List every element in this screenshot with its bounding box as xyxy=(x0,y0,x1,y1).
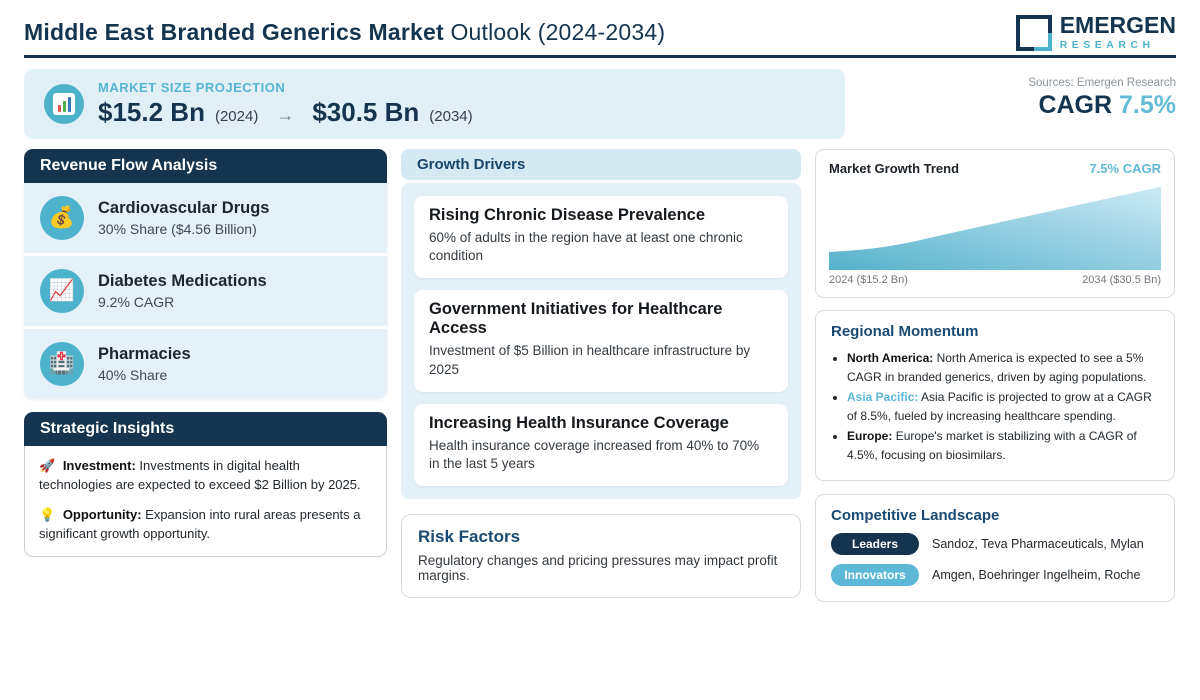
risk-factors-card: Risk Factors Regulatory changes and pric… xyxy=(401,514,801,599)
growth-driver-text: Health insurance coverage increased from… xyxy=(429,437,760,472)
innovators-companies: Amgen, Boehringer Ingelheim, Roche xyxy=(932,567,1141,582)
market-size-row: MARKET SIZE PROJECTION $15.2 Bn (2024) →… xyxy=(24,69,1176,139)
year-2034: (2034) xyxy=(429,108,473,125)
revenue-row-subtitle: 30% Share ($4.56 Billion) xyxy=(98,221,257,237)
risk-factors-title: Risk Factors xyxy=(418,527,521,547)
revenue-row-title: Diabetes Medications xyxy=(98,272,267,290)
insight-label: Investment: xyxy=(62,458,136,473)
market-size-2034: $30.5 Bn xyxy=(312,97,420,127)
cagr-value: 7.5% xyxy=(1119,91,1176,119)
insight-label: Opportunity: xyxy=(62,506,142,522)
cagr-block: Sources: Emergen Research CAGR 7.5% xyxy=(845,69,1176,139)
logo-subtitle: RESEARCH xyxy=(1059,39,1155,51)
region-text: North America is expected to see a 5% CA… xyxy=(847,351,1147,384)
market-growth-trend-card: Market Growth Trend 7.5% CAGR xyxy=(815,149,1175,298)
trend-end-label: 2034 ($30.5 Bn) xyxy=(1082,274,1161,286)
chart-increasing-icon: 📈 xyxy=(40,269,84,313)
revenue-row-diabetes: 📈 Diabetes Medications 9.2% CAGR xyxy=(24,253,387,326)
left-column: Revenue Flow Analysis 💰 Cardiovascular D… xyxy=(24,149,387,602)
market-size-values: $15.2 Bn (2024) → $30.5 Bn (2034) xyxy=(98,97,473,128)
bar-chart-icon xyxy=(44,84,84,124)
growth-drivers-header: Growth Drivers xyxy=(401,149,801,180)
growth-driver-card: Government Initiatives for Healthcare Ac… xyxy=(414,290,788,392)
growth-driver-text: 60% of adults in the region have at leas… xyxy=(429,230,743,264)
page-title-bold: Middle East Branded Generics Market xyxy=(24,19,444,45)
hospital-building-icon: 🏥 xyxy=(40,342,84,386)
growth-driver-title: Rising Chronic Disease Prevalence xyxy=(429,206,706,224)
revenue-row-title: Cardiovascular Drugs xyxy=(98,199,270,217)
region-label: North America: xyxy=(847,351,934,365)
leaders-badge: Leaders xyxy=(831,532,919,555)
revenue-flow-card: Revenue Flow Analysis 💰 Cardiovascular D… xyxy=(24,149,387,399)
market-size-2024: $15.2 Bn xyxy=(98,97,205,127)
region-text: Asia Pacific is projected to grow at a C… xyxy=(847,390,1152,423)
region-asia-pacific: Asia Pacific: Asia Pacific is projected … xyxy=(847,388,1159,425)
area-chart xyxy=(829,184,1161,270)
trend-title: Market Growth Trend xyxy=(829,161,960,176)
revenue-flow-header: Revenue Flow Analysis xyxy=(24,149,387,183)
sources-note: Sources: Emergen Research xyxy=(1028,77,1176,89)
competitive-landscape-title: Competitive Landscape xyxy=(831,506,1000,524)
insight-opportunity: 💡 Opportunity: Expansion into rural area… xyxy=(39,506,372,544)
cagr-label: CAGR xyxy=(1038,91,1113,119)
insight-text: Investments in digital health technologi… xyxy=(39,458,361,492)
rocket-icon: 🚀 xyxy=(39,458,56,473)
main-grid: Revenue Flow Analysis 💰 Cardiovascular D… xyxy=(24,149,1176,602)
growth-driver-text: Investment of $5 Billion in healthcare i… xyxy=(429,343,751,377)
innovators-badge: Innovators xyxy=(831,563,919,586)
regional-momentum-card: Regional Momentum North America: North A… xyxy=(815,310,1175,481)
middle-column: Growth Drivers Rising Chronic Disease Pr… xyxy=(401,149,801,602)
market-size-label: MARKET SIZE PROJECTION xyxy=(98,80,286,95)
page-title-rest: Outlook (2024-2034) xyxy=(450,19,666,45)
revenue-row-pharmacies: 🏥 Pharmacies 40% Share xyxy=(24,326,387,399)
strategic-insights-card: Strategic Insights 🚀 Investment: Investm… xyxy=(24,412,387,558)
competitive-landscape-card: Competitive Landscape Leaders Sandoz, Te… xyxy=(815,493,1175,602)
header: Middle East Branded Generics Market Outl… xyxy=(24,0,1176,58)
growth-area-chart xyxy=(829,186,1161,270)
growth-driver-card: Increasing Health Insurance Coverage Hea… xyxy=(414,403,788,487)
growth-driver-card: Rising Chronic Disease Prevalence 60% of… xyxy=(414,196,788,279)
region-europe: Europe: Europe's market is stabilizing w… xyxy=(847,427,1159,464)
revenue-row-title: Pharmacies xyxy=(98,345,191,363)
year-2024: (2024) xyxy=(214,108,259,125)
revenue-row-subtitle: 40% Share xyxy=(98,367,168,383)
revenue-row-cardiovascular: 💰 Cardiovascular Drugs 30% Share ($4.56 … xyxy=(24,183,387,253)
leaders-companies: Sandoz, Teva Pharmaceuticals, Mylan xyxy=(932,536,1144,551)
risk-factors-text: Regulatory changes and pricing pressures… xyxy=(418,553,778,584)
light-bulb-icon: 💡 xyxy=(39,506,56,522)
money-bag-icon: 💰 xyxy=(40,196,84,240)
region-north-america: North America: North America is expected… xyxy=(847,349,1159,386)
region-label: Europe: xyxy=(847,429,893,444)
innovators-row: Innovators Amgen, Boehringer Ingelheim, … xyxy=(831,563,1159,586)
right-column: Market Growth Trend 7.5% CAGR xyxy=(815,149,1175,602)
region-label: Asia Pacific: xyxy=(847,390,919,405)
growth-drivers-list: Rising Chronic Disease Prevalence 60% of… xyxy=(401,183,801,500)
growth-driver-title: Increasing Health Insurance Coverage xyxy=(429,413,729,432)
leaders-row: Leaders Sandoz, Teva Pharmaceuticals, My… xyxy=(831,532,1159,555)
growth-driver-title: Government Initiatives for Healthcare Ac… xyxy=(429,300,723,338)
strategic-insights-header: Strategic Insights xyxy=(24,412,387,446)
arrow-right-icon: → xyxy=(276,105,295,125)
page-title: Middle East Branded Generics Market Outl… xyxy=(24,19,665,46)
revenue-row-subtitle: 9.2% CAGR xyxy=(98,294,175,310)
emergen-logo: EMERGEN RESEARCH xyxy=(1015,12,1176,51)
emergen-logo-icon xyxy=(1015,14,1052,51)
insight-investment: 🚀 Investment: Investments in digital hea… xyxy=(39,457,372,495)
market-size-banner: MARKET SIZE PROJECTION $15.2 Bn (2024) →… xyxy=(24,69,845,139)
regional-momentum-title: Regional Momentum xyxy=(831,323,979,340)
trend-start-label: 2024 ($15.2 Bn) xyxy=(829,274,908,286)
cagr-line: CAGR 7.5% xyxy=(845,91,1176,120)
logo-name: EMERGEN xyxy=(1059,12,1176,38)
trend-cagr: 7.5% CAGR xyxy=(1089,161,1161,176)
regional-momentum-list: North America: North America is expected… xyxy=(847,349,1159,465)
insight-text: Expansion into rural areas presents a si… xyxy=(39,506,361,541)
region-text: Europe's market is stabilizing with a CA… xyxy=(847,429,1137,462)
